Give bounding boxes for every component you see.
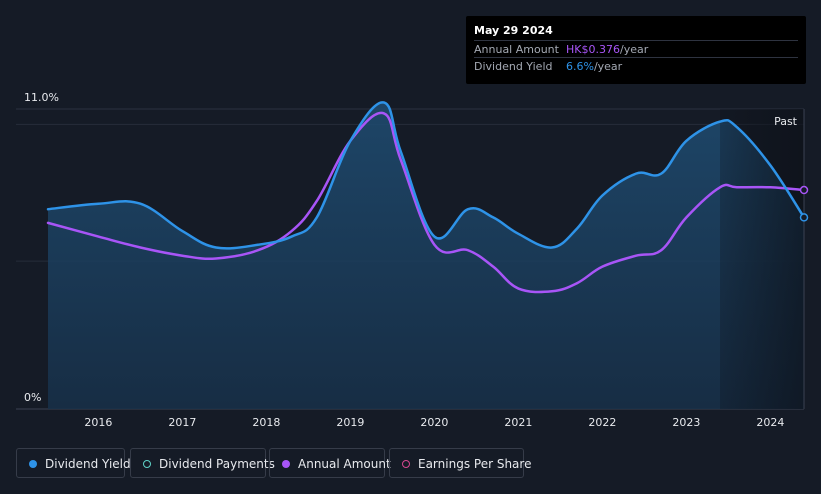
legend-ring-icon	[143, 460, 151, 468]
y-tick-label: 0%	[24, 391, 41, 404]
series-line-annual-amount	[46, 111, 806, 294]
tooltip-value: 6.6%/year	[566, 60, 622, 73]
x-axis-labels: 2016 2017 2018 2019 2020 2021 2022 2023 2024	[84, 416, 784, 429]
annual-amount-value: HK$0.376	[566, 43, 620, 56]
past-label: Past	[774, 115, 798, 128]
x-tick-label: 2024	[756, 416, 784, 429]
tooltip-row-annual-amount: Annual Amount HK$0.376/year	[474, 40, 798, 58]
legend-label: Dividend Payments	[159, 457, 275, 471]
legend-dot-icon	[282, 460, 290, 468]
x-tick-label: 2023	[672, 416, 700, 429]
tooltip-label: Dividend Yield	[474, 60, 553, 73]
dividend-yield-unit: /year	[593, 60, 623, 73]
dividend-yield-value: 6.6%	[566, 60, 594, 73]
legend-item-annual-amount[interactable]: Annual Amount	[269, 448, 391, 478]
x-tick-label: 2022	[588, 416, 616, 429]
past-region	[720, 109, 804, 409]
x-tick-label: 2021	[504, 416, 532, 429]
y-tick-label: 11.0%	[24, 91, 59, 104]
tooltip-label: Annual Amount	[474, 43, 559, 56]
legend-label: Earnings Per Share	[418, 457, 532, 471]
legend-dot-icon	[29, 460, 37, 468]
tooltip-row-dividend-yield: Dividend Yield 6.6%/year	[474, 57, 798, 75]
x-tick-label: 2017	[168, 416, 196, 429]
x-tick-label: 2020	[420, 416, 448, 429]
legend-item-dividend-payments[interactable]: Dividend Payments	[130, 448, 275, 478]
series-endpoint-annual-amount	[799, 185, 809, 195]
x-tick-label: 2016	[84, 416, 112, 429]
x-tick-label: 2019	[336, 416, 364, 429]
legend-ring-icon	[402, 460, 410, 468]
series-line-dividend-yield	[46, 101, 806, 250]
dividend-yield-area	[48, 102, 804, 410]
annual-amount-unit: /year	[619, 43, 649, 56]
x-tick-label: 2018	[252, 416, 280, 429]
legend-item-dividend-yield[interactable]: Dividend Yield	[16, 448, 131, 478]
legend-label: Annual Amount	[298, 457, 391, 471]
tooltip: May 29 2024 Annual Amount HK$0.376/year …	[466, 16, 806, 84]
series-lines	[46, 101, 809, 294]
legend-label: Dividend Yield	[45, 457, 131, 471]
tooltip-date: May 29 2024	[474, 24, 553, 37]
tooltip-value: HK$0.376/year	[566, 43, 648, 56]
legend-item-earnings-per-share[interactable]: Earnings Per Share	[389, 448, 531, 478]
y-axis-labels: 11.0% 0%	[24, 91, 59, 404]
series-endpoint-dividend-yield	[799, 213, 809, 222]
